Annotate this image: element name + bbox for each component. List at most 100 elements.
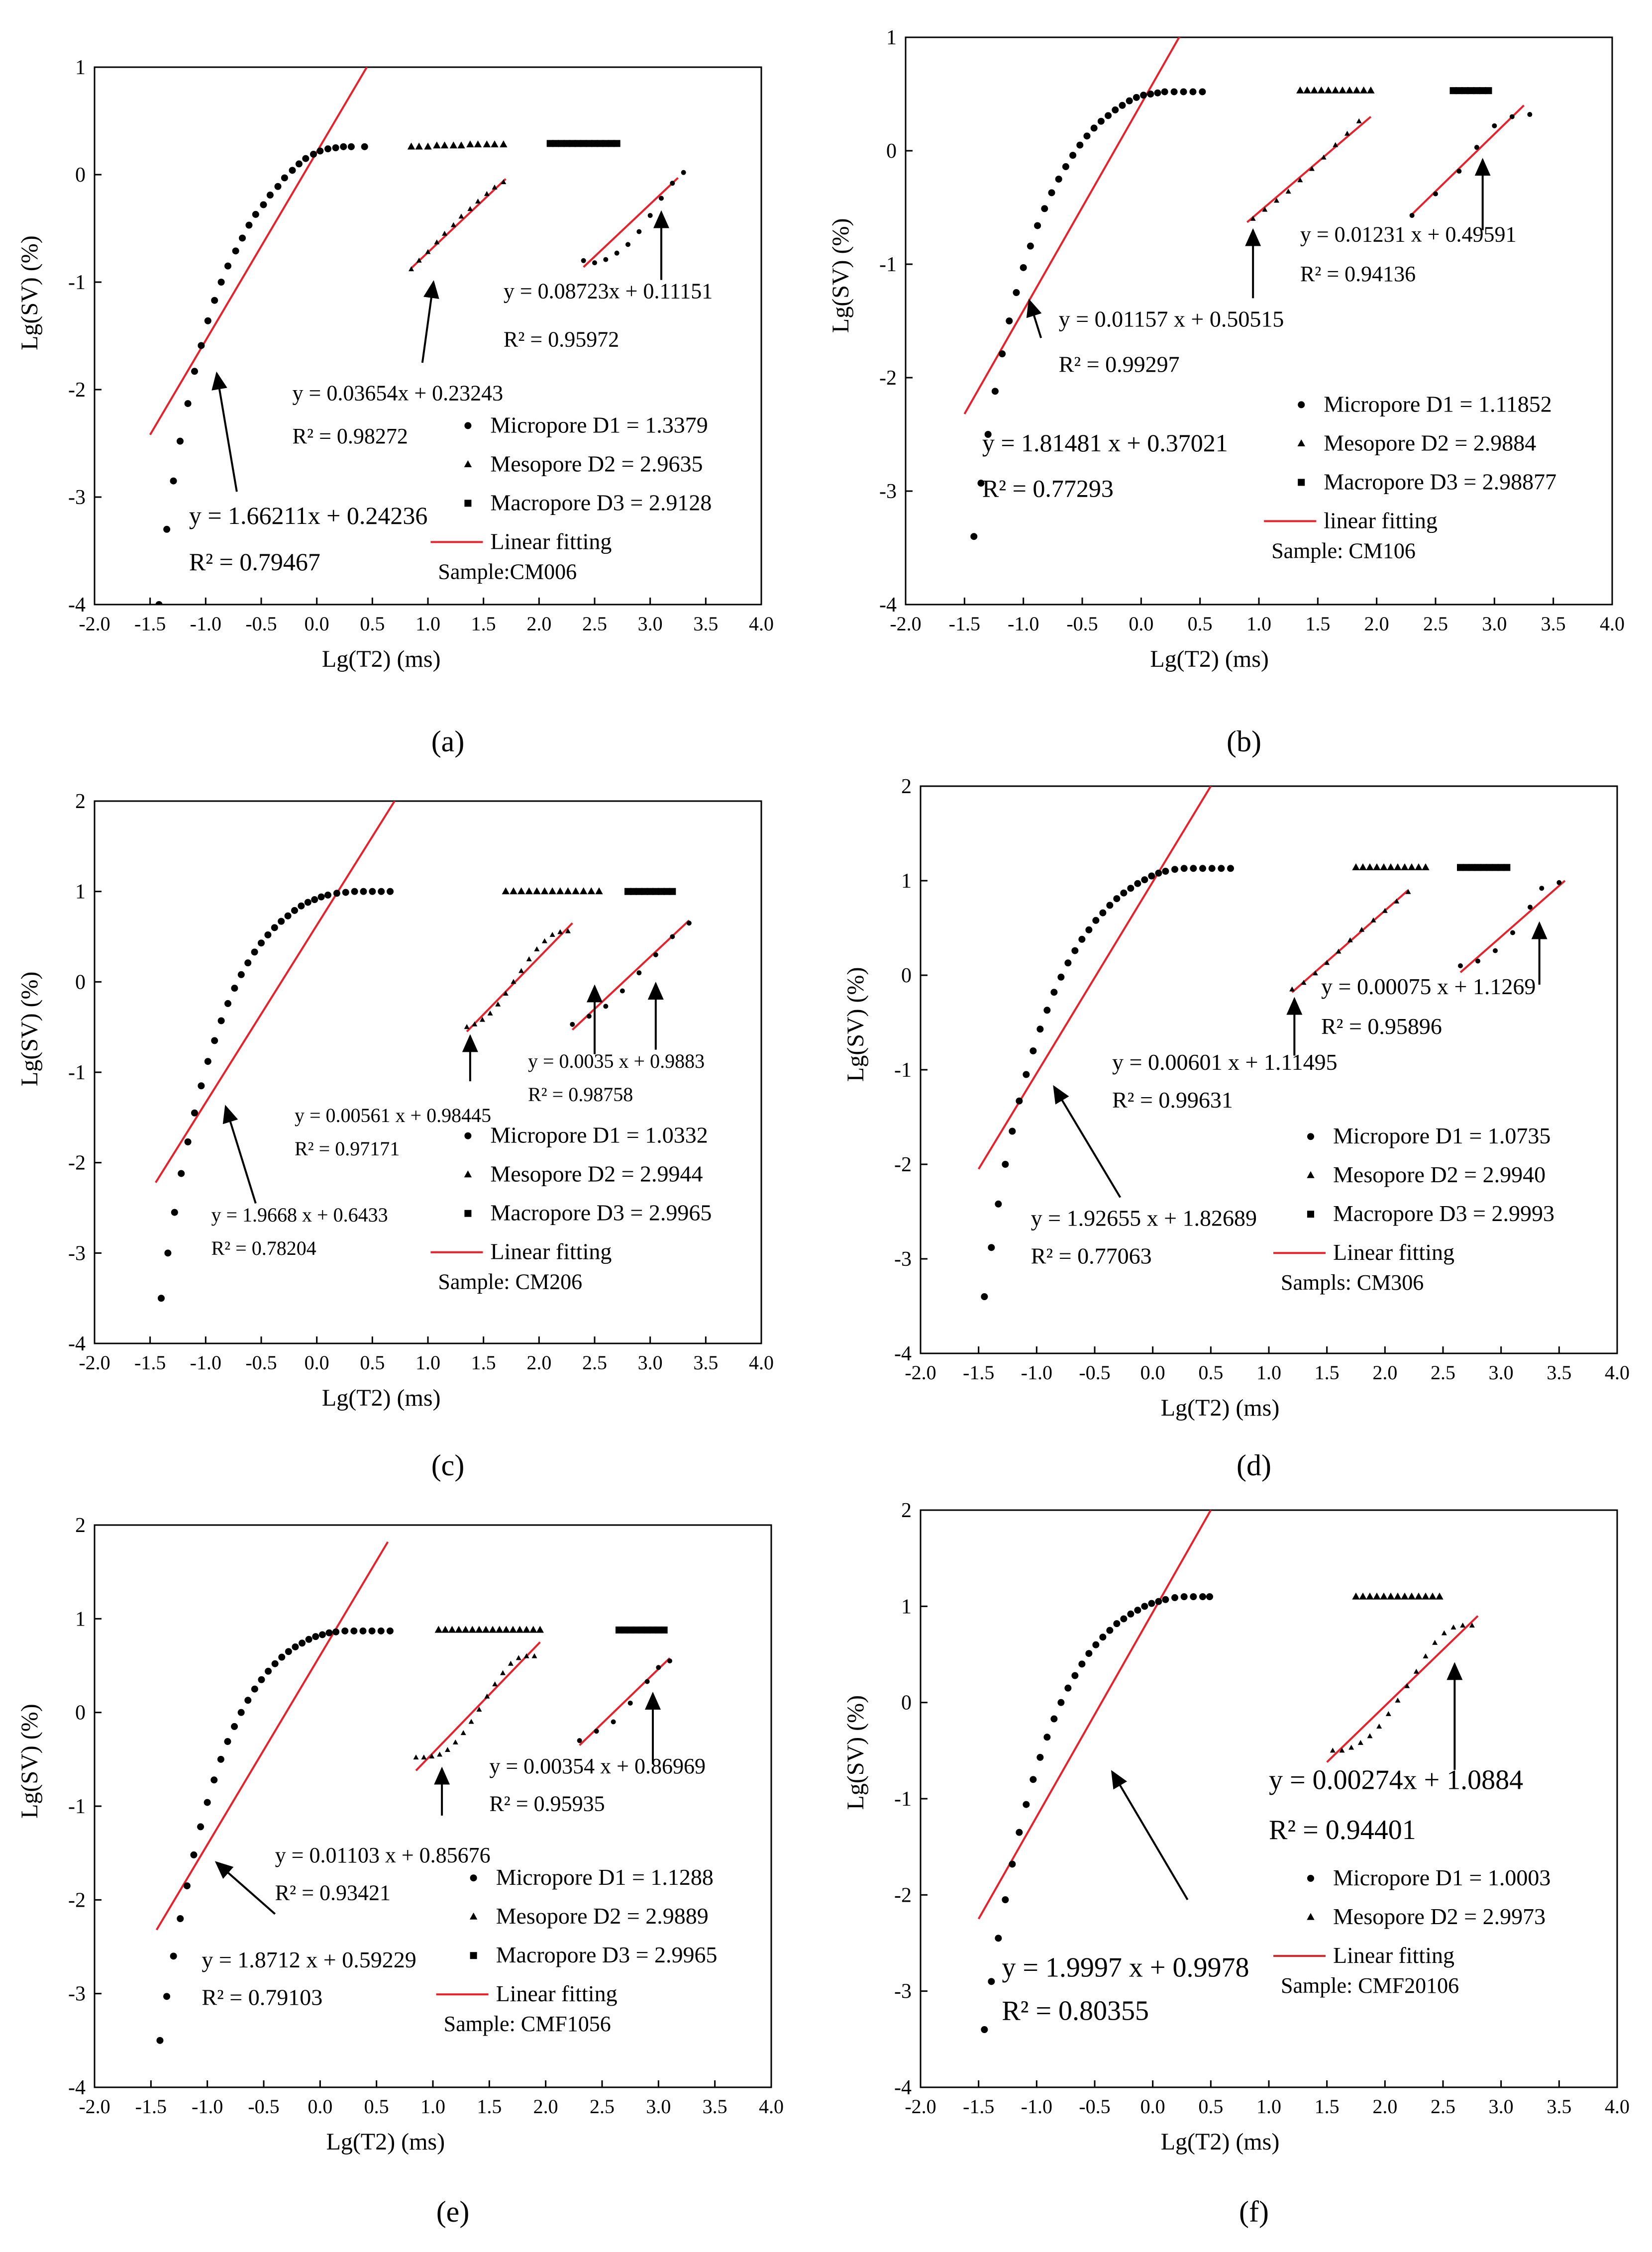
data-point [569, 140, 576, 147]
x-tick-label: -1.0 [1008, 613, 1039, 635]
x-tick-label: -1.5 [963, 1361, 994, 1384]
data-point [670, 181, 675, 186]
data-point [981, 2026, 988, 2033]
data-point [1441, 1630, 1447, 1636]
y-tick-label: -3 [68, 1983, 86, 2006]
y-tick-label: -3 [879, 480, 897, 503]
data-point [563, 140, 571, 147]
data-point [1090, 124, 1098, 132]
fit-r-squared: R² = 0.98272 [293, 424, 408, 448]
legend-marker [1297, 439, 1305, 446]
x-tick-label: -1.5 [135, 2095, 167, 2118]
data-point [1422, 863, 1430, 870]
x-tick-label: 2.0 [1372, 2095, 1397, 2118]
legend-marker [469, 1912, 478, 1920]
data-point [467, 206, 473, 211]
data-point [386, 1627, 394, 1635]
y-tick-label: 0 [901, 1692, 912, 1715]
x-tick-label: 3.0 [638, 613, 663, 635]
data-point [1468, 864, 1476, 871]
data-point [1510, 930, 1515, 935]
data-point [217, 279, 225, 286]
x-tick-label: 1.5 [1315, 1361, 1340, 1384]
y-tick-label: -1 [68, 1061, 86, 1084]
data-point [1408, 1592, 1416, 1600]
legend-marker [1298, 479, 1305, 486]
data-point [1106, 1627, 1114, 1634]
data-point [523, 1653, 529, 1658]
sample-label: Sample: CMF20106 [1281, 1973, 1459, 1998]
data-point [421, 1754, 427, 1760]
data-point [1097, 117, 1105, 125]
legend-fit-label: Linear fitting [1333, 1943, 1454, 1968]
x-tick-label: 1.0 [420, 2095, 445, 2118]
sample-label: Sample: CM106 [1271, 538, 1416, 563]
legend-label: Mesopore D2 = 2.9884 [1324, 430, 1536, 455]
x-tick-label: 2.0 [533, 2095, 558, 2118]
data-point [464, 1024, 470, 1029]
data-point [1009, 1860, 1016, 1868]
fit-r-squared: R² = 0.77293 [982, 474, 1114, 502]
data-point [265, 1667, 272, 1675]
data-point [368, 1627, 376, 1635]
data-point [239, 234, 246, 242]
data-point [1002, 1161, 1009, 1168]
panel-caption: (d) [1237, 1449, 1271, 1482]
x-tick-label: -0.5 [245, 1351, 277, 1374]
data-point [534, 946, 540, 951]
data-point [670, 934, 675, 939]
data-point [644, 1679, 650, 1684]
data-point [1366, 863, 1374, 870]
panel-caption: (a) [431, 725, 465, 758]
data-point [204, 1799, 211, 1806]
data-point [433, 141, 441, 149]
x-tick-label: -1.5 [134, 1351, 166, 1374]
data-point [624, 888, 631, 895]
fit-r-squared: R² = 0.94136 [1300, 262, 1416, 286]
data-point [251, 948, 258, 956]
data-point [442, 230, 447, 236]
data-point [558, 140, 565, 147]
data-point [564, 887, 572, 895]
data-point [1099, 909, 1107, 917]
data-point [304, 899, 311, 906]
sample-label: Sample: CM206 [438, 1270, 582, 1294]
data-point [1528, 905, 1533, 910]
legend-label: Micropore D1 = 1.1288 [496, 1864, 714, 1890]
data-point [416, 257, 422, 263]
fit-line [415, 1641, 541, 1771]
data-point [170, 477, 177, 485]
x-axis-label: Lg(T2) (ms) [326, 2129, 445, 2155]
fit-equation: y = 0.01231 x + 0.49591 [1300, 222, 1517, 246]
data-point [1043, 1734, 1051, 1741]
data-point [1092, 1641, 1100, 1648]
data-point [237, 971, 245, 978]
y-tick-label: -2 [68, 1889, 86, 1912]
y-tick-label: -2 [894, 1884, 912, 1907]
data-point [1155, 1598, 1162, 1605]
data-point [1345, 86, 1353, 94]
y-tick-label: -1 [894, 1059, 912, 1082]
x-tick-label: 1.0 [1256, 1361, 1281, 1384]
data-point [641, 888, 648, 895]
data-point [378, 888, 385, 895]
data-point [492, 1681, 498, 1687]
data-point [1296, 86, 1304, 94]
data-point [548, 887, 556, 895]
fit-line [466, 922, 573, 1032]
legend-marker [1307, 1133, 1314, 1140]
data-point [556, 887, 564, 895]
data-point [232, 247, 239, 255]
data-point [663, 888, 671, 895]
fit-equation: y = 0.00274x + 1.0884 [1269, 1765, 1523, 1796]
data-point [652, 888, 659, 895]
data-point [991, 388, 999, 395]
data-point [549, 931, 555, 937]
y-tick-label: 1 [901, 870, 912, 893]
y-tick-label: -3 [894, 1248, 912, 1271]
data-point [1289, 986, 1295, 992]
data-point [1016, 1829, 1023, 1836]
data-point [1180, 88, 1187, 96]
data-point [1057, 1699, 1065, 1706]
x-tick-label: 2.0 [526, 613, 551, 635]
